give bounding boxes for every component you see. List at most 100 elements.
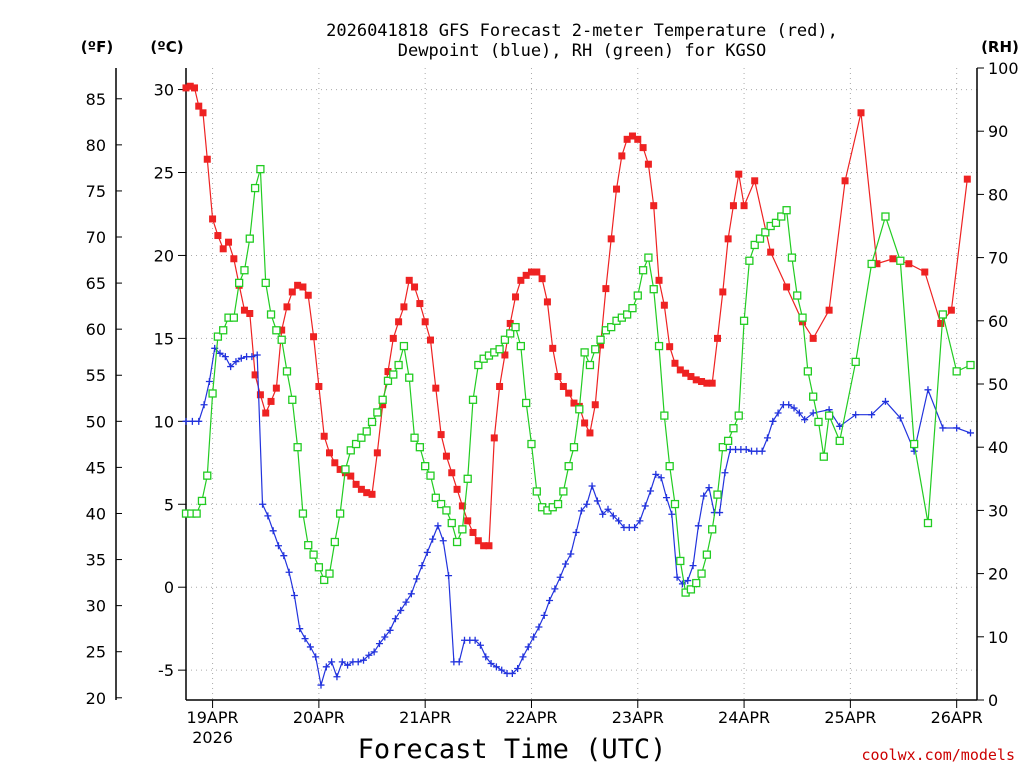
rh-tick-label: 20 [988,565,1008,584]
rh-point [896,256,905,265]
rh-point [468,395,478,404]
dewpoint-point [195,417,203,425]
rh-point [277,335,286,344]
temperature-point [602,285,610,293]
temperature-point [517,276,525,284]
temperature-point [315,382,323,390]
dewpoint-point [636,517,644,525]
x-tick-label: 22APR [505,708,557,727]
temperature-point [666,343,674,351]
dewpoint-point [482,653,490,661]
rh-point [229,313,238,322]
dewpoint-point [535,623,543,631]
rh-point [654,341,664,351]
temperature-point [368,490,376,498]
rh-point [298,509,308,518]
temperature-point [283,303,291,311]
rh-point [692,578,701,588]
rh-tick-label: 90 [988,122,1008,141]
rh-unit-label: (RH) [981,38,1019,56]
temperature-point [469,528,477,536]
dewpoint-point [530,633,538,641]
rh-point [697,569,706,578]
temperature-point [740,202,748,210]
rh-point [824,411,834,420]
temperature-point [199,109,207,117]
rh-tick-label: 40 [988,438,1008,457]
dewpoint-point [338,658,346,666]
series-dewpoint [182,344,974,689]
dewpoint-point [407,590,415,598]
temperature-point [857,109,865,117]
rh-point [399,341,409,351]
dewpoint-point [561,560,569,568]
rh-point [881,212,890,221]
temperature-point [512,293,520,301]
fahrenheit-tick-label: 60 [86,320,106,339]
series-line [186,168,971,594]
rh-point [745,256,754,265]
rh-point [644,253,653,262]
rh-point [638,266,648,275]
temperature-point [299,283,307,291]
dewpoint-point [360,656,368,664]
dewpoint-point [868,411,876,419]
rh-point [213,332,223,341]
rh-point [628,304,637,313]
dewpoint-point [519,653,527,661]
dewpoint-point [188,417,196,425]
rh-point [261,278,270,288]
temperature-point [182,84,190,92]
source-credit: coolwx.com/models [861,746,1015,764]
temperature-point [809,334,817,342]
dewpoint-point [647,487,655,495]
rh-point [511,322,520,332]
rh-point [729,424,738,433]
rh-point [777,212,786,221]
fahrenheit-tick-label: 70 [86,228,106,247]
celsius-unit-label: (ºC) [150,38,183,56]
temperature-point [767,248,775,256]
temperature-point [671,359,679,367]
rh-point [755,234,765,243]
rh-point [442,506,451,515]
temperature-point [650,202,658,210]
temperature-point [219,245,227,253]
rh-point [814,417,823,427]
dewpoint-point [370,648,378,656]
dewpoint-point [413,575,421,583]
temperature-point [735,170,743,178]
rh-point [351,439,361,449]
temperature-point [613,185,621,193]
dewpoint-point [567,550,575,558]
temperature-point [559,382,567,390]
rh-point [410,433,419,442]
dewpoint-point [333,673,341,681]
temperature-point [256,391,264,399]
rh-point [415,443,425,452]
chart-title-line-2: Dewpoint (blue), RH (green) for KGSO [398,41,766,61]
rh-point [288,395,297,404]
fahrenheit-tick-label: 25 [86,643,106,662]
dewpoint-point [514,664,522,672]
rh-point [952,367,961,376]
dewpoint-point [551,585,559,593]
rh-point [421,462,430,471]
rh-point [245,234,254,243]
temperature-point [623,135,631,143]
rh-point [234,278,244,288]
celsius-tick-label: 10 [154,412,174,431]
temperature-point [533,268,541,276]
rh-tick-label: 60 [988,312,1008,331]
rh-point [463,474,472,483]
rh-tick-label: 80 [988,185,1008,204]
temperature-point [905,260,913,268]
rh-point [197,496,207,506]
rh-tick-label: 100 [988,59,1019,78]
rh-point [660,411,669,420]
fahrenheit-tick-label: 55 [86,366,106,385]
temperature-point [357,485,365,493]
fahrenheit-tick-label: 20 [86,689,106,708]
dewpoint-point [237,354,245,362]
x-axis-title: Forecast Time (UTC) [358,734,667,765]
